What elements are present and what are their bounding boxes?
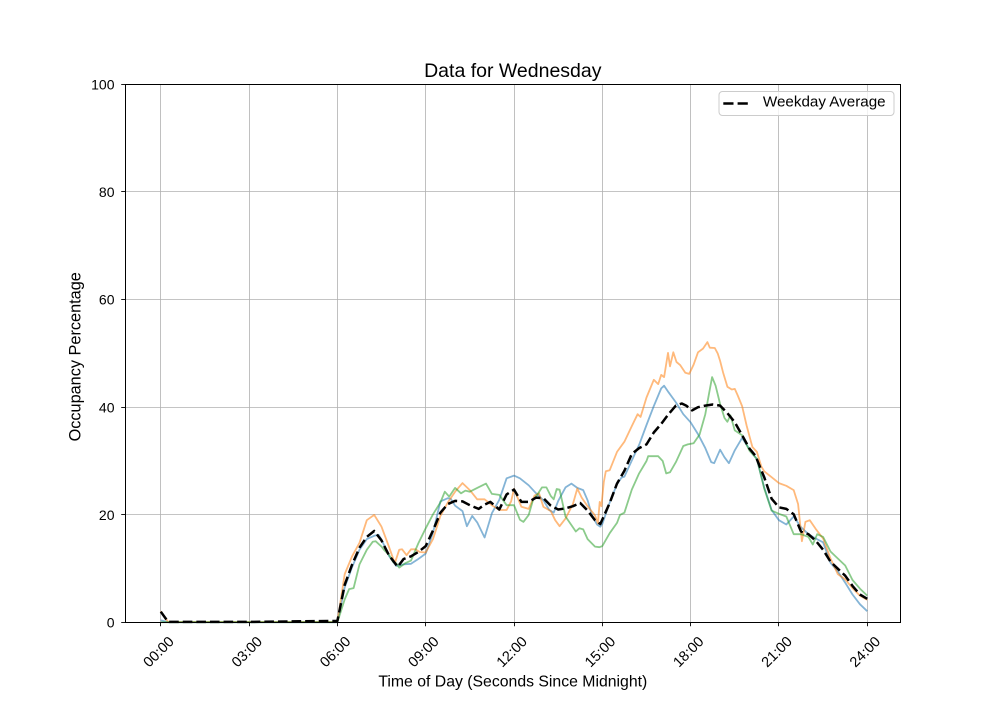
svg-text:Occupancy Percentage: Occupancy Percentage [67,272,85,441]
svg-text:60: 60 [99,292,115,308]
svg-text:20: 20 [99,507,115,523]
svg-text:40: 40 [99,399,115,415]
svg-text:80: 80 [99,184,115,200]
svg-text:0: 0 [107,615,115,631]
svg-text:Weekday Average: Weekday Average [763,93,886,110]
svg-text:Time of Day (Seconds Since Mid: Time of Day (Seconds Since Midnight) [378,673,647,690]
svg-text:Data for Wednesday: Data for Wednesday [424,60,602,82]
svg-text:100: 100 [91,76,115,92]
